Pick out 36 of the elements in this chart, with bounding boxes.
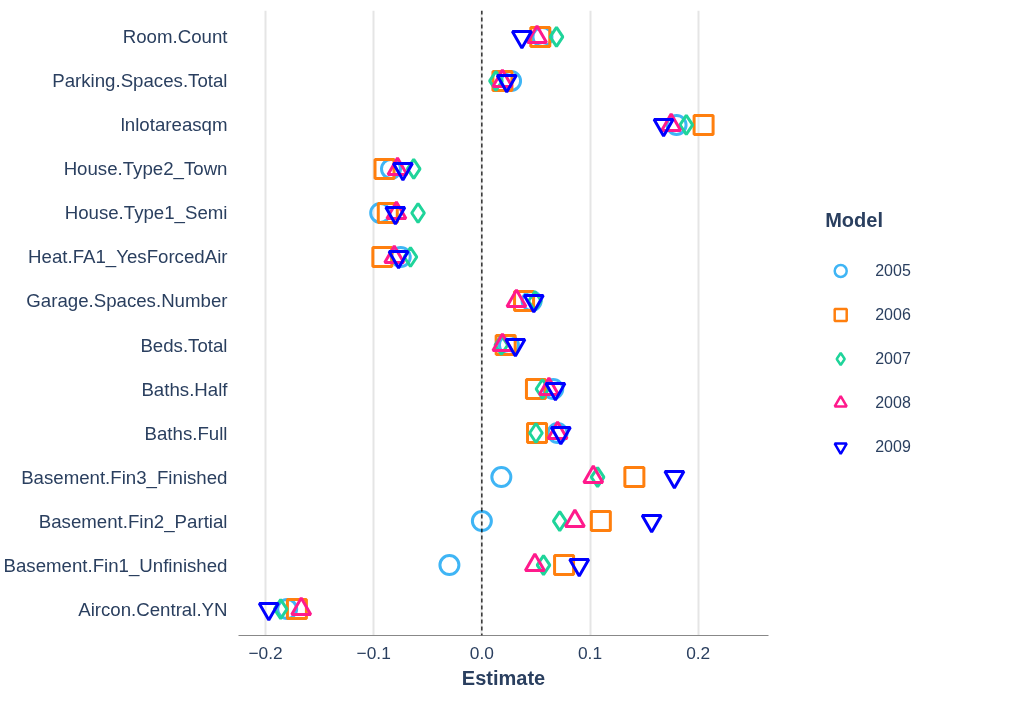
legend-label: 2006 [875, 305, 911, 323]
legend-title: Model [825, 208, 884, 231]
y-tick-label: Garage.Spaces.Number [26, 290, 228, 312]
y-tick-label: Aircon.Central.YN [78, 598, 228, 620]
x-tick-label: −0.2 [248, 642, 283, 663]
y-tick-label: Basement.Fin3_Finished [21, 466, 228, 489]
x-tick-label: 0.2 [686, 642, 711, 663]
point [551, 510, 568, 533]
point [438, 554, 461, 577]
point [623, 466, 646, 489]
y-tick-label: Basement.Fin2_Partial [38, 510, 228, 533]
x-tick-label: 0.0 [469, 642, 494, 663]
point [678, 113, 695, 136]
y-tick-label: Heat.FA1_YesForcedAir [28, 246, 228, 269]
point [692, 113, 715, 136]
y-tick-label: Basement.Fin1_Unfinished [3, 554, 228, 577]
legend-label: 2009 [875, 437, 911, 455]
legend-label: 2008 [875, 393, 911, 411]
point [526, 422, 549, 445]
y-tick-label: Room.Count [122, 26, 229, 48]
y-tick-label: House.Type2_Town [63, 158, 228, 181]
legend-label: 2005 [875, 261, 911, 279]
y-tick-label: lnlotareasqm [120, 114, 228, 136]
y-tick-label: House.Type1_Semi [64, 202, 228, 225]
point [589, 510, 612, 533]
y-tick-label: Beds.Total [140, 334, 228, 356]
y-tick-label: Parking.Spaces.Total [52, 70, 228, 92]
point [490, 466, 513, 489]
x-axis-title: Estimate [461, 666, 546, 689]
x-tick-label: 0.1 [577, 642, 603, 663]
point [470, 510, 493, 533]
legend-label: 2007 [875, 349, 911, 367]
y-tick-label: Baths.Half [141, 378, 229, 400]
y-tick-label: Baths.Full [144, 422, 228, 444]
x-tick-label: −0.1 [356, 642, 391, 663]
point [548, 25, 565, 48]
